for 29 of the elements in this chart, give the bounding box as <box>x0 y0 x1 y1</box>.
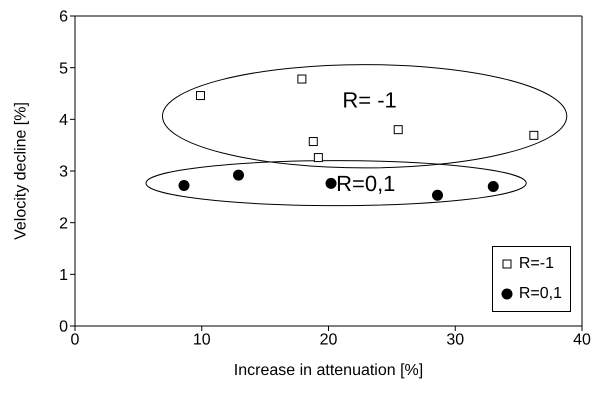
y-tick-label: 1 <box>59 267 68 284</box>
annotation: R=0,1 <box>336 171 396 196</box>
y-tick-label: 2 <box>59 215 68 232</box>
point <box>196 91 205 100</box>
y-axis-title: Velocity decline [%] <box>12 102 30 240</box>
x-tick-label: 30 <box>446 331 464 348</box>
y-tick-label: 0 <box>59 318 68 336</box>
point <box>297 74 306 84</box>
point <box>529 130 538 140</box>
point <box>326 178 337 189</box>
point <box>233 170 244 181</box>
point <box>432 190 444 201</box>
y-tick-label: 4 <box>59 112 68 130</box>
y-tick-label: 3 <box>59 164 68 181</box>
annotation: R= -1 <box>342 88 397 113</box>
point <box>314 153 323 162</box>
legend-label: R=-1 <box>518 254 554 274</box>
point <box>308 137 318 146</box>
x-tick-label: 40 <box>573 331 591 348</box>
y-tick-label: 6 <box>59 8 68 26</box>
y-tick-label: 5 <box>59 60 68 78</box>
x-tick-label: 10 <box>192 331 211 348</box>
legend-label: R=0,1 <box>518 284 562 304</box>
x-tick-label: 20 <box>320 331 338 348</box>
point <box>178 180 190 191</box>
point <box>488 181 499 192</box>
x-tick-label: 0 <box>70 331 80 348</box>
point <box>394 125 403 134</box>
x-axis-title: Increase in attenuation [%] <box>234 362 424 379</box>
